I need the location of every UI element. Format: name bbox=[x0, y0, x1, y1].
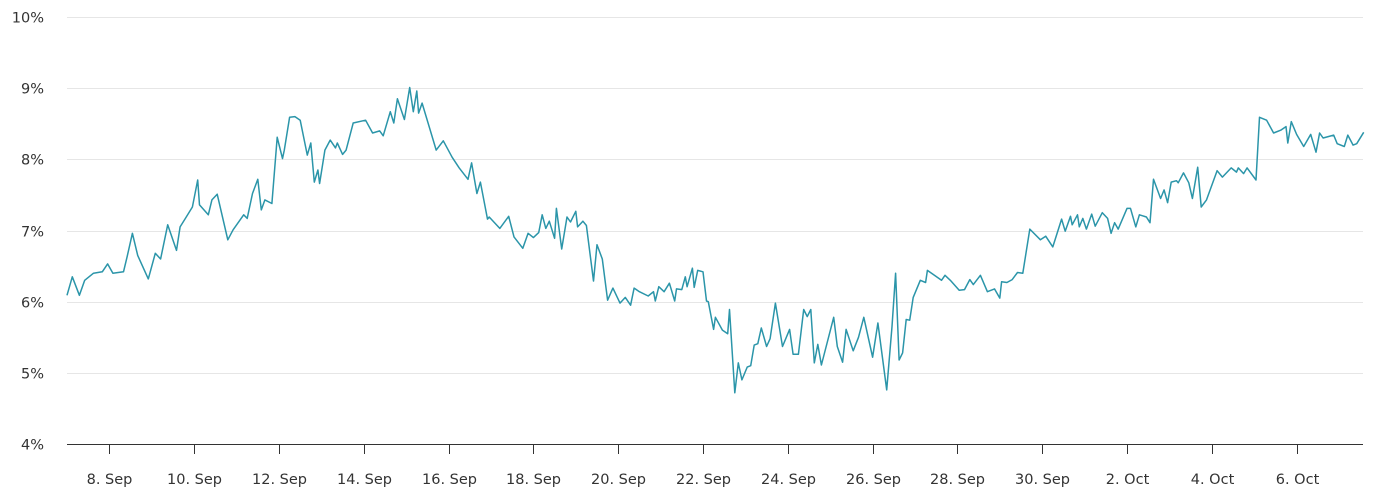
y-axis: 4% 5% 6% 7% 8% 9% 10% bbox=[12, 11, 44, 454]
y-tick-label: 8% bbox=[21, 153, 44, 169]
y-tick-label: 10% bbox=[12, 11, 44, 27]
x-tick-label: 20. Sep bbox=[591, 472, 646, 488]
x-tick-label: 28. Sep bbox=[930, 472, 985, 488]
x-tick-label: 8. Sep bbox=[87, 472, 133, 488]
x-tick-label: 4. Oct bbox=[1191, 472, 1235, 488]
x-tick-label: 6. Oct bbox=[1276, 472, 1320, 488]
x-tick-label: 24. Sep bbox=[761, 472, 816, 488]
gridlines bbox=[67, 17, 1363, 374]
x-tick-label: 18. Sep bbox=[506, 472, 561, 488]
y-tick-label: 5% bbox=[21, 367, 44, 383]
x-axis: 8. Sep 10. Sep 12. Sep 14. Sep 16. Sep 18. Se… bbox=[67, 444, 1363, 488]
x-tick-label: 12. Sep bbox=[252, 472, 307, 488]
x-tick-label: 14. Sep bbox=[337, 472, 392, 488]
y-tick-label: 7% bbox=[21, 225, 44, 241]
x-tick-label: 10. Sep bbox=[167, 472, 222, 488]
x-tick-label: 16. Sep bbox=[422, 472, 477, 488]
series-line bbox=[66, 86, 1365, 394]
x-tick-label: 2. Oct bbox=[1106, 472, 1150, 488]
y-tick-label: 9% bbox=[21, 82, 44, 98]
y-tick-label: 6% bbox=[21, 296, 44, 312]
x-tick-label: 22. Sep bbox=[676, 472, 731, 488]
x-tick-label: 26. Sep bbox=[846, 472, 901, 488]
x-tick-label: 30. Sep bbox=[1015, 472, 1070, 488]
y-tick-label: 4% bbox=[21, 438, 44, 454]
series bbox=[66, 86, 1365, 394]
